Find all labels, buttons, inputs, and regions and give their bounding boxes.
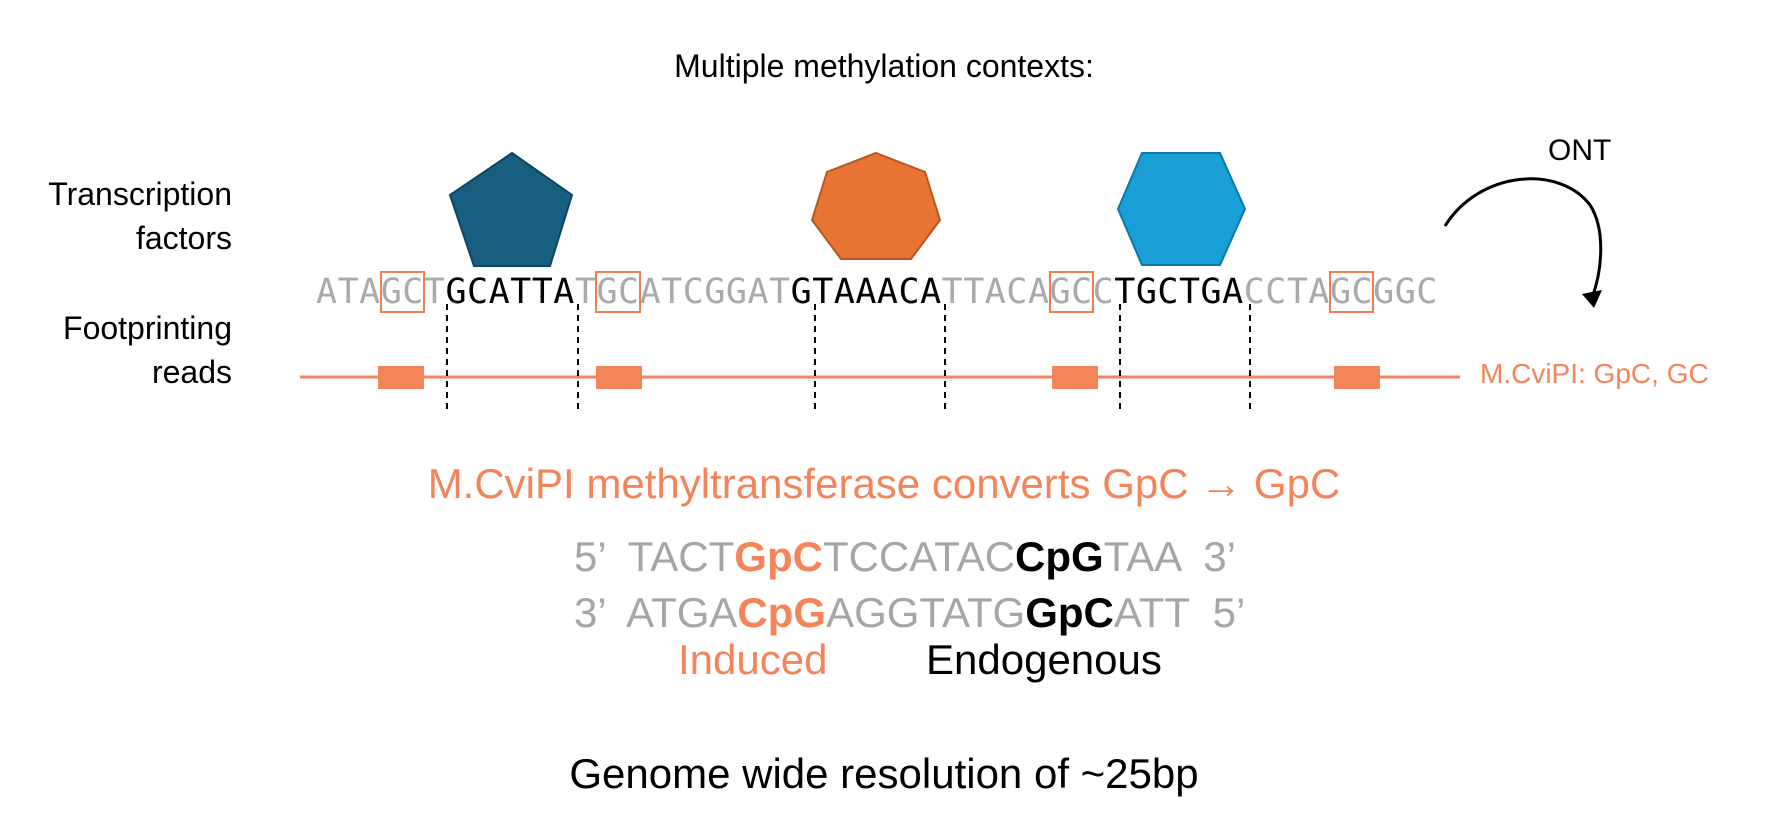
gc-site: GC [1328,271,1375,313]
sequence-segment: GGC [1373,272,1438,312]
strand-end-label: 5’ [1212,589,1246,636]
read-enzyme-label: M.CviPI: GpC, GC [1480,358,1709,389]
diagram-title: Multiple methylation contexts: [674,48,1094,84]
strand-segment: ATGA [626,589,738,636]
methylation-block [596,366,642,389]
induced-label: Induced [678,636,828,683]
endogenous-label: Endogenous [926,636,1162,683]
strand-bottom: 3’ ATGACpGAGGTATGGpCATT 5’ [574,589,1245,637]
strand-end-label: 3’ [1203,533,1236,580]
sequence-segment: CCTA [1243,272,1330,312]
sequence-segment: ATA [316,272,381,312]
footprinting-reads-label: Footprinting reads [32,306,232,394]
gc-site: GC [595,271,641,313]
curved-arrow-icon [1443,177,1603,308]
dna-sequence: ATAGCTGCATTATGCATCGGATGTAAACATTACAGCCTGC… [316,271,1438,313]
tf-binding-site: GCATTA [445,272,575,312]
sequence-segment: TTACA [941,272,1050,312]
tf-binding-site: GTAAACA [790,272,942,312]
heptagon-shape [810,151,942,260]
strand-top: 5’ TACTGpCTCCATACCpGTAA 3’ [574,533,1236,581]
fp-label-line2: reads [151,354,232,390]
induced-site: CpG [737,589,827,636]
strand-end-label: 3’ [574,589,606,636]
transcription-factors-label: Transcription factors [32,172,232,260]
strand-segment: ATT [1113,589,1190,636]
strand-segment: TAA [1103,533,1180,580]
ont-label: ONT [1548,134,1612,167]
sequence-segment: T [423,272,446,312]
footer-text: Genome wide resolution of ~25bp [569,750,1199,797]
endogenous-site: GpC [1025,589,1114,636]
strand-segment: AGGTATG [826,589,1026,636]
methylation-block [1052,366,1098,389]
pentagon-shape [448,151,574,267]
tf-label-line2: factors [135,220,232,256]
headline: M.CviPI methyltransferase converts GpC →… [427,460,1341,507]
strand-segment: TACT [627,533,735,580]
induced-site: GpC [734,533,823,580]
methylation-block [1334,366,1380,389]
sequence-segment: T [574,272,597,312]
sequence-segment: ATCGGAT [639,272,791,312]
methylation-block [378,366,424,389]
sequence-segment: C [1092,272,1115,312]
endogenous-site: CpG [1015,533,1104,580]
gc-site: GC [1048,271,1094,313]
tf-label-line1: Transcription [48,176,232,212]
strand-segment: TCCATAC [822,533,1016,580]
gc-site: GC [379,271,425,313]
tf-binding-site: TGCTGA [1114,272,1244,312]
strand-end-label: 5’ [574,533,606,580]
hexagon-shape [1116,152,1247,266]
fp-label-line1: Footprinting [63,310,232,346]
